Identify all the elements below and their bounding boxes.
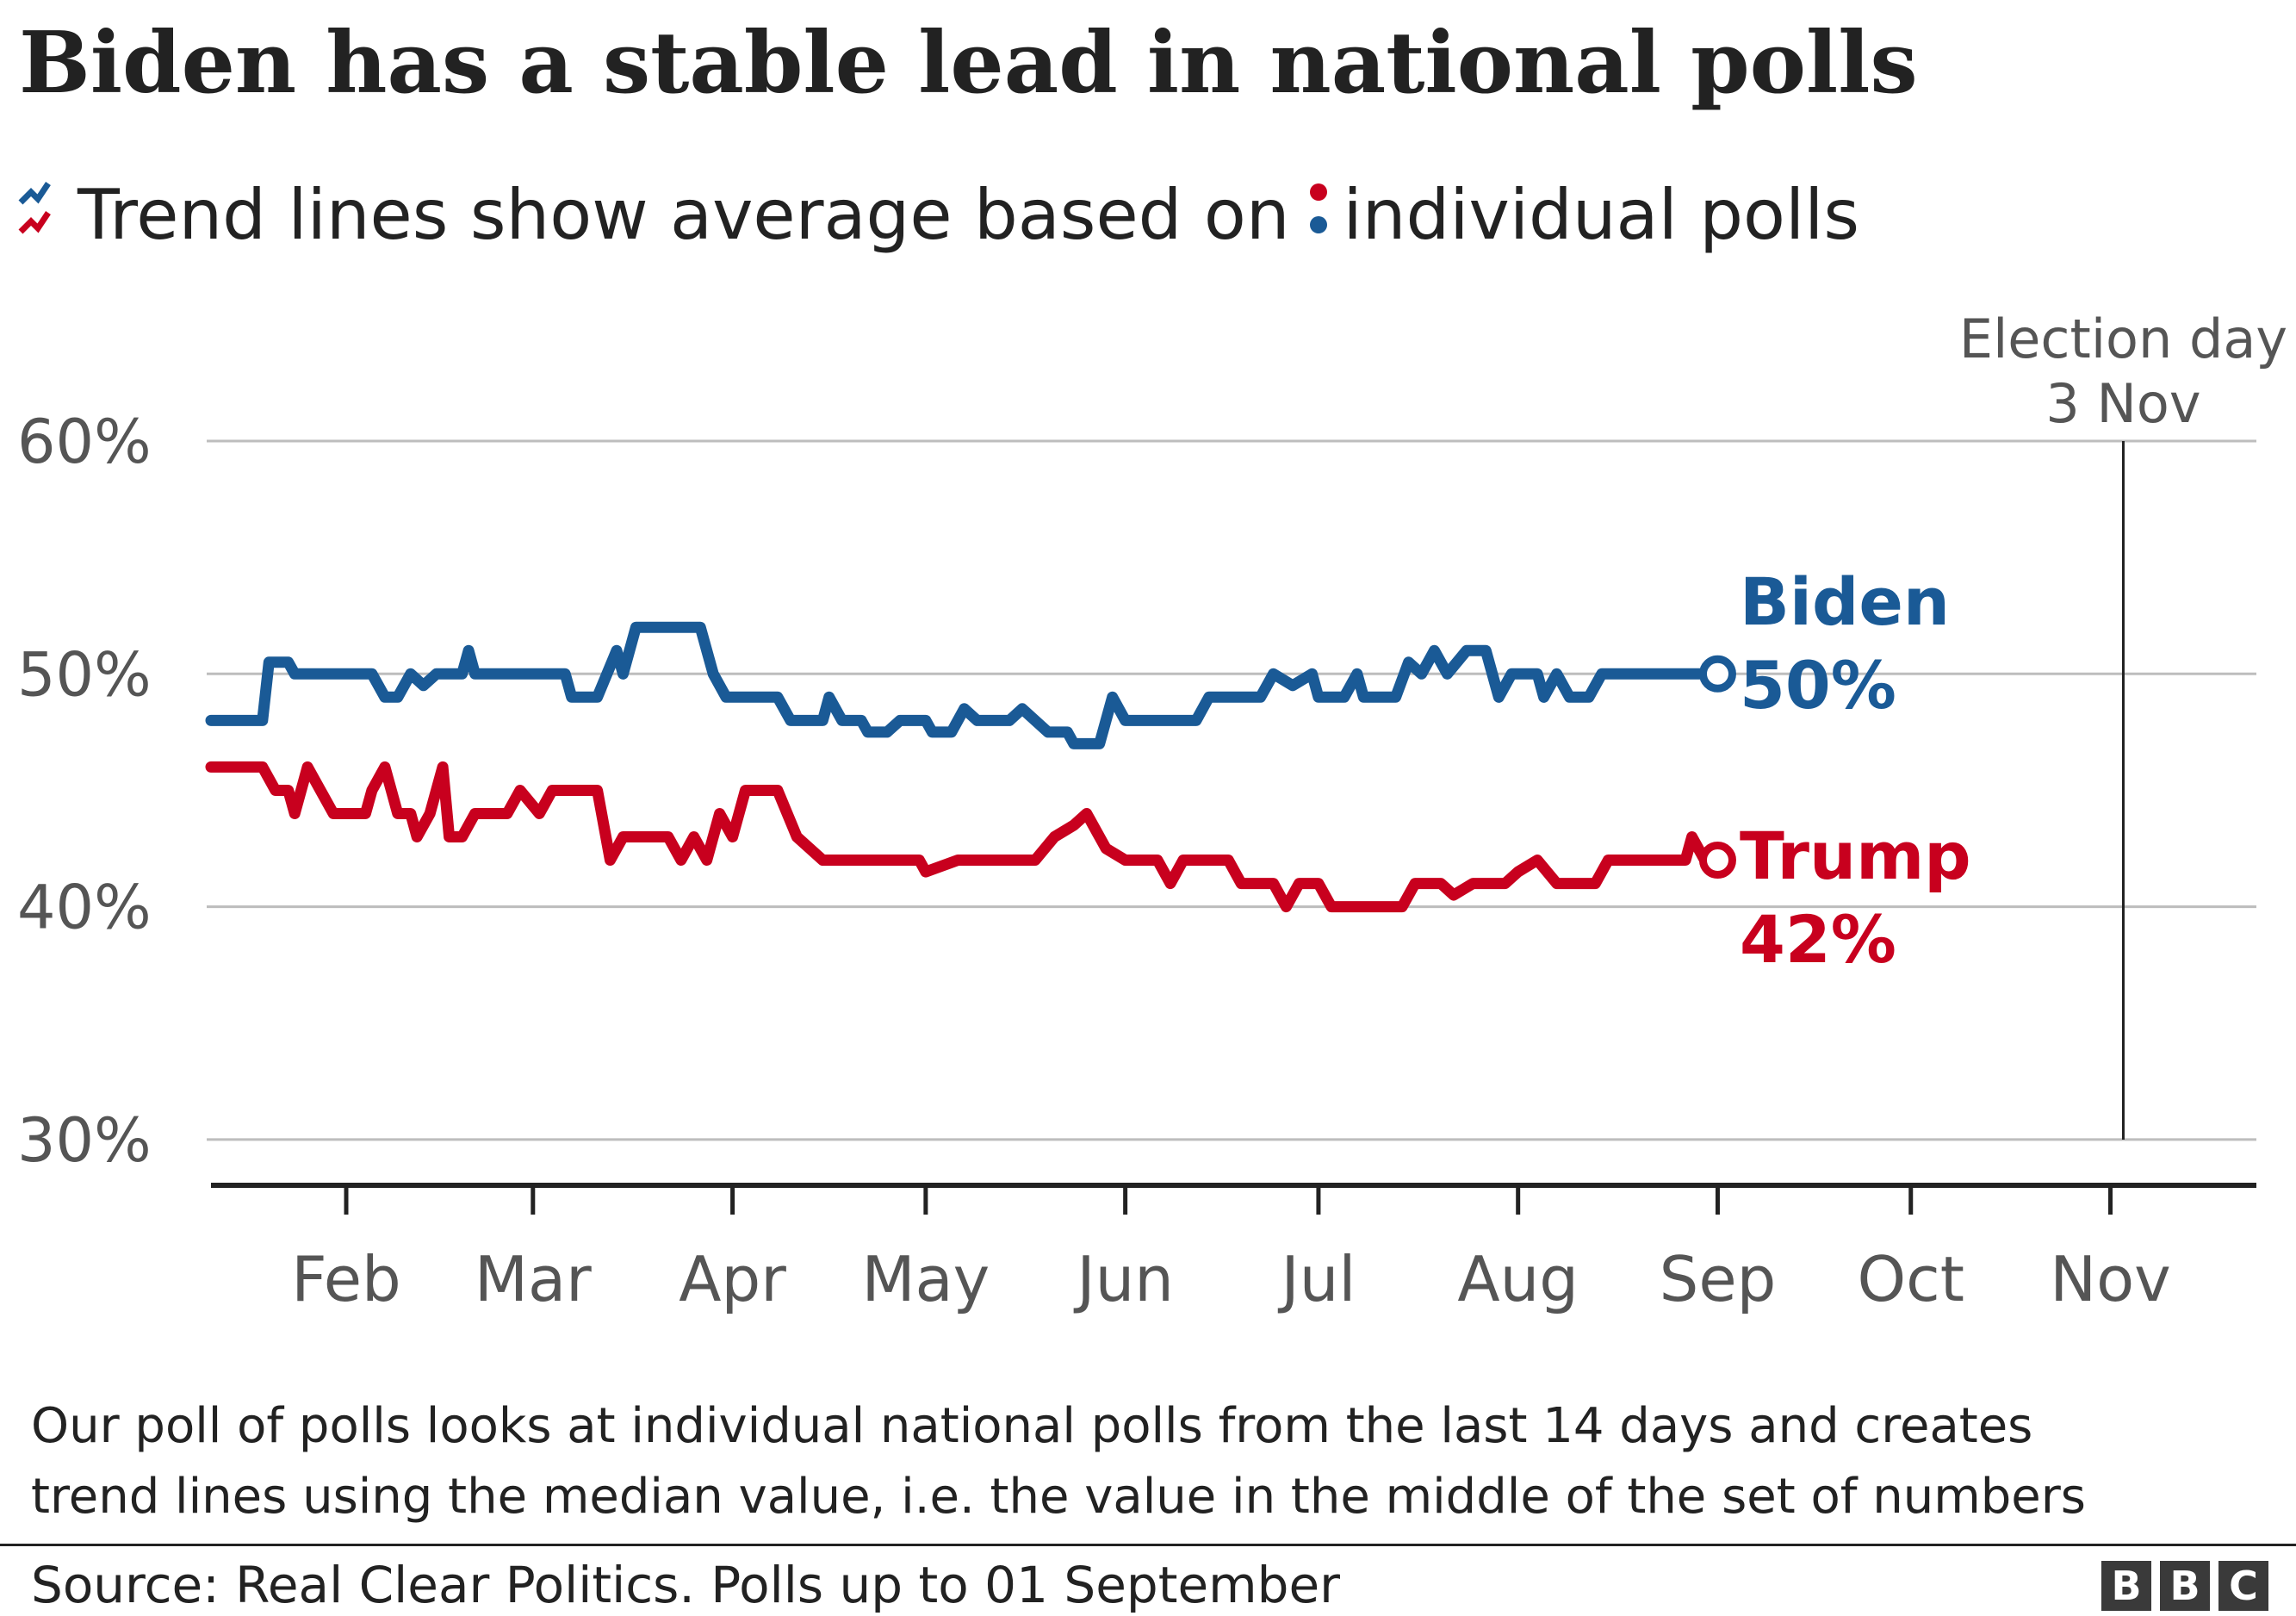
- election-day-date-label: 3 Nov: [2045, 372, 2200, 435]
- chart-subtitle: Trend lines show average based on indivi…: [17, 177, 1859, 253]
- biden-end-marker: [1698, 655, 1736, 693]
- y-tick-label: 50%: [17, 639, 152, 710]
- x-tick-label: Feb: [291, 1243, 400, 1315]
- poll-chart: 60% 50% 40% 30% Feb Mar Apr May Jun Jul Aug Sep Oct N…: [17, 308, 2287, 1315]
- election-day-label: Election day: [1959, 308, 2287, 370]
- x-tick-label: Aug: [1457, 1243, 1579, 1315]
- x-tick-label: Sep: [1660, 1243, 1777, 1315]
- x-tick-label: Jul: [1277, 1243, 1356, 1315]
- trump-value-label: 42%: [1740, 901, 1896, 978]
- y-tick-label: 30%: [17, 1105, 152, 1176]
- footnote-line-2: trend lines using the median value, i.e.…: [31, 1468, 2086, 1525]
- footnote-line-1: Our poll of polls looks at individual na…: [31, 1398, 2033, 1454]
- logo-letter: C: [2218, 1561, 2268, 1611]
- bbc-logo: B B C: [2101, 1561, 2268, 1611]
- source-note: Source: Real Clear Politics. Polls up to…: [31, 1556, 1341, 1614]
- y-tick-label: 40%: [17, 873, 152, 943]
- x-tick-label: Mar: [475, 1243, 592, 1315]
- trump-trend-line: [205, 761, 1723, 913]
- trump-series-label: Trump: [1740, 817, 1971, 894]
- biden-value-label: 50%: [1740, 647, 1896, 724]
- subtitle-left: Trend lines show average based on: [78, 174, 1290, 255]
- trend-lines-icon: [17, 177, 65, 253]
- x-tick-label: Jun: [1073, 1243, 1174, 1315]
- poll-dots-icon: [1309, 177, 1328, 253]
- x-tick-label: May: [861, 1243, 990, 1315]
- subtitle-right: individual polls: [1343, 174, 1860, 255]
- x-tick-label: Oct: [1858, 1243, 1965, 1315]
- trump-end-marker: [1698, 842, 1736, 879]
- y-tick-label: 60%: [17, 407, 152, 477]
- logo-letter: B: [2101, 1561, 2151, 1611]
- chart-title: Biden has a stable lead in national poll…: [19, 14, 1918, 113]
- footer-divider: [0, 1544, 2296, 1546]
- biden-trend-line: [205, 621, 1723, 749]
- footnote: Our poll of polls looks at individual na…: [31, 1391, 2086, 1532]
- x-tick-label: Nov: [2050, 1243, 2171, 1315]
- logo-letter: B: [2160, 1561, 2210, 1611]
- x-tick-label: Apr: [679, 1243, 786, 1315]
- biden-series-label: Biden: [1740, 563, 1950, 640]
